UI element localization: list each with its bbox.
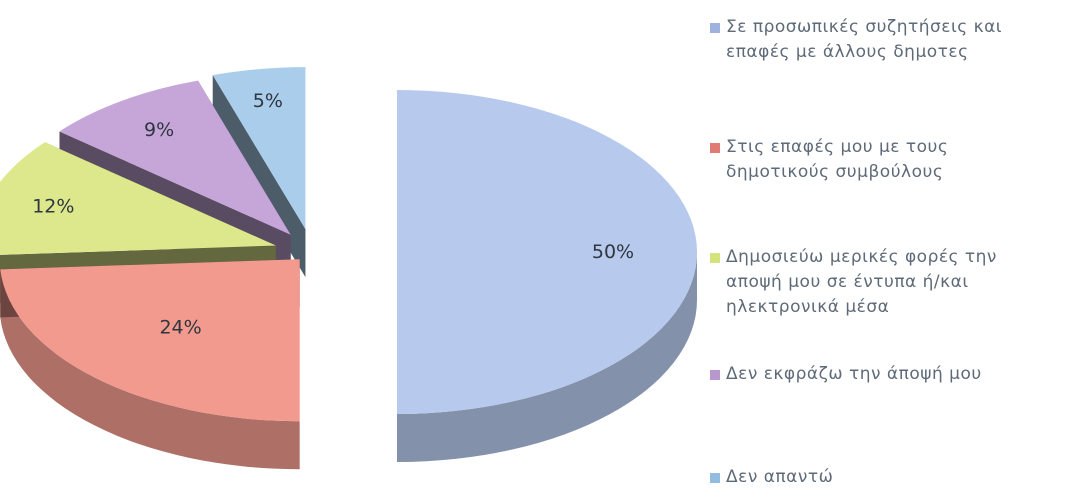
data-label: 5% bbox=[253, 90, 283, 112]
pie-slice bbox=[0, 142, 276, 255]
data-label: 9% bbox=[144, 119, 174, 141]
legend-label: Στις επαφές μου με τους δημοτικούς συμβο… bbox=[726, 137, 949, 182]
legend-item: Δεν απαντώ bbox=[710, 465, 1070, 490]
legend-swatch bbox=[710, 23, 720, 33]
data-label: 12% bbox=[32, 195, 74, 217]
legend-swatch bbox=[710, 143, 720, 153]
legend-swatch bbox=[710, 253, 720, 263]
legend-label: Δεν απαντώ bbox=[726, 467, 834, 487]
data-label: 50% bbox=[592, 241, 634, 263]
pie-chart: 50% 24% 12% 9% 5% bbox=[0, 67, 697, 470]
legend: Σε προσωπικές συζητήσεις και επαφές με ά… bbox=[700, 0, 1071, 497]
pie-slice bbox=[0, 259, 300, 422]
legend-label: Σε προσωπικές συζητήσεις και επαφές με ά… bbox=[726, 17, 1003, 62]
legend-label: Δεν εκφράζω την άποψή μου bbox=[726, 364, 982, 384]
pie-slice bbox=[212, 67, 306, 230]
data-label: 24% bbox=[159, 317, 201, 339]
slice-tops bbox=[0, 67, 697, 422]
legend-item: Στις επαφές μου με τους δημοτικούς συμβο… bbox=[710, 135, 1070, 185]
legend-item: Δημοσιεύω μερικές φορές την αποψή μου σε… bbox=[710, 245, 1070, 320]
pie-slice bbox=[397, 90, 697, 414]
slice-side bbox=[397, 252, 697, 462]
slice-side bbox=[0, 269, 300, 470]
legend-label: Δημοσιεύω μερικές φορές την αποψή μου σε… bbox=[726, 247, 997, 317]
legend-item: Δεν εκφράζω την άποψή μου bbox=[710, 362, 1070, 387]
legend-swatch bbox=[710, 370, 720, 380]
pie-chart-svg: 50% 24% 12% 9% 5% bbox=[0, 67, 697, 470]
pie-slice bbox=[59, 80, 291, 235]
legend-swatch bbox=[710, 473, 720, 483]
legend-item: Σε προσωπικές συζητήσεις και επαφές με ά… bbox=[710, 15, 1070, 65]
